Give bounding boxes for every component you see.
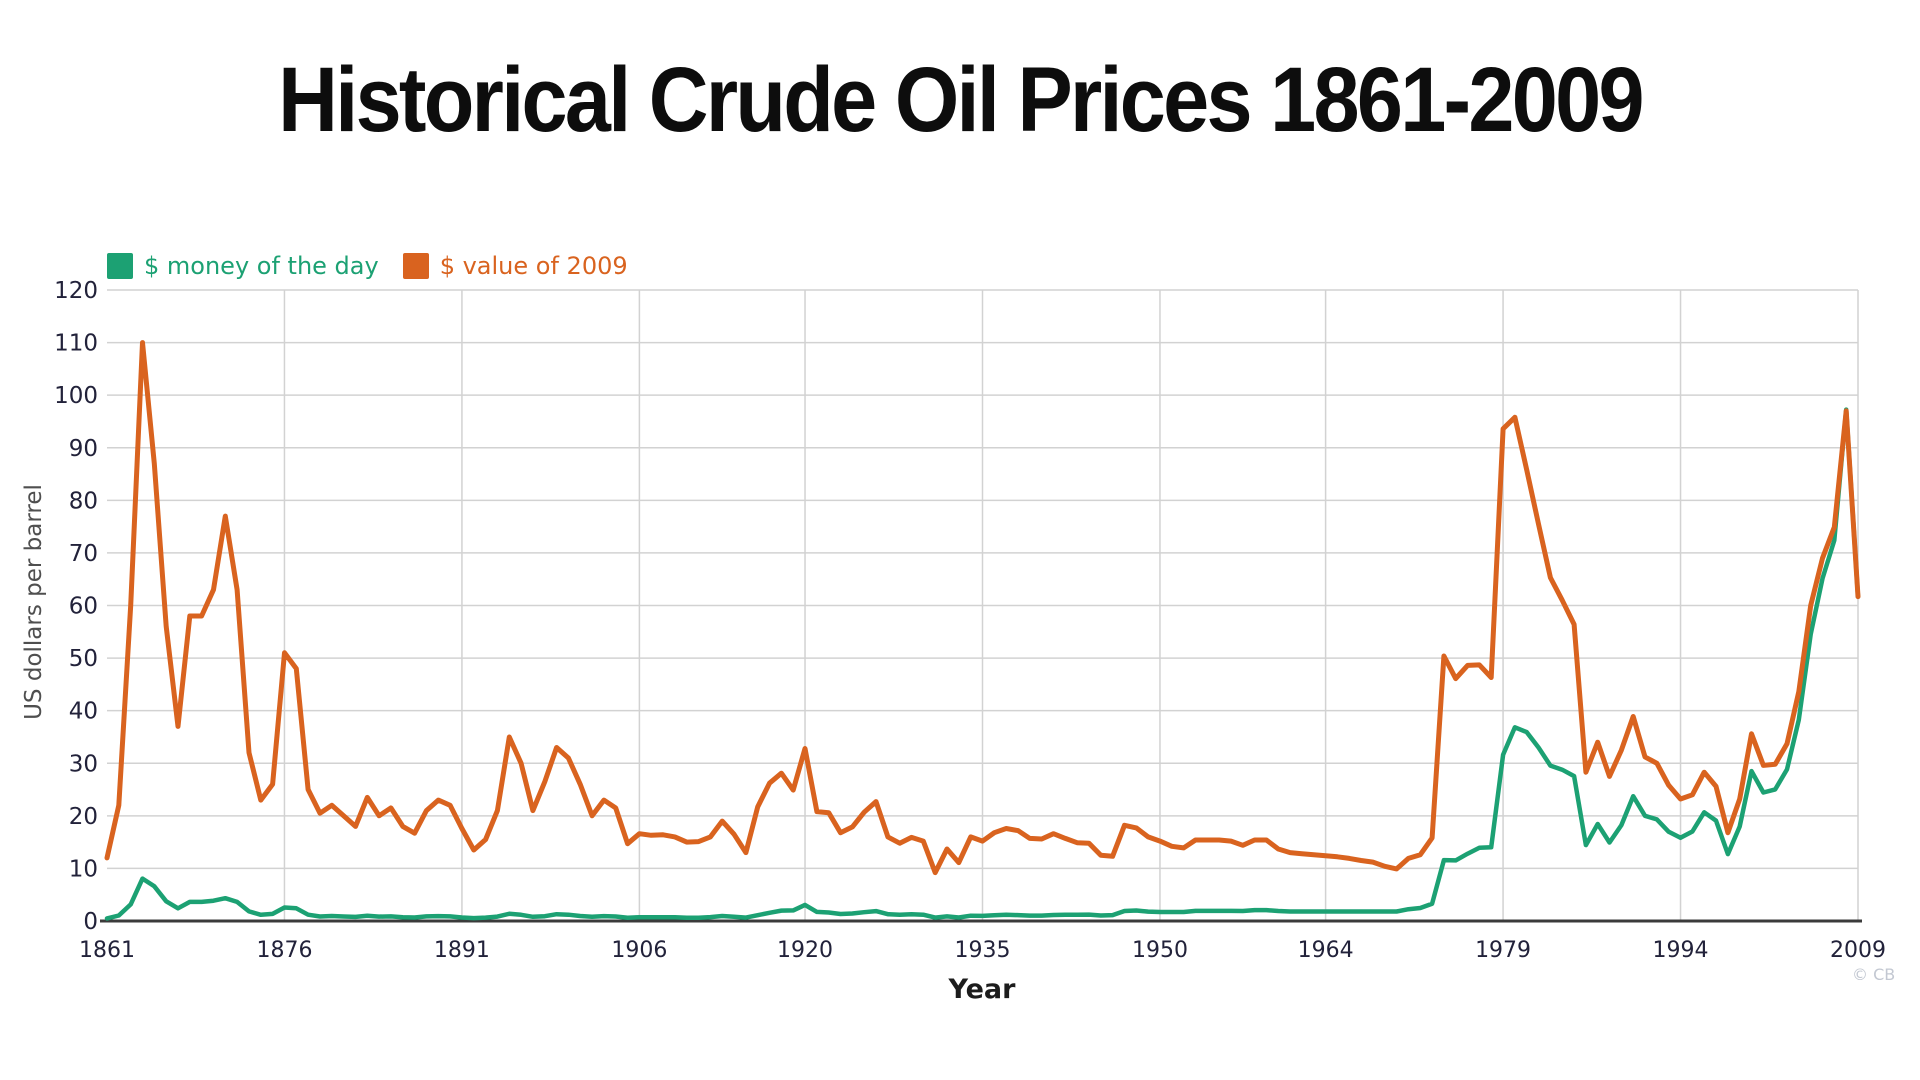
legend-label-value-of-2009: $ value of 2009	[439, 252, 628, 280]
x-tick-label: 1861	[79, 938, 135, 963]
x-tick-label: 1906	[611, 938, 667, 963]
y-tick-label: 110	[54, 331, 98, 357]
y-tick-label: 90	[69, 436, 98, 462]
x-tick-label: 1994	[1653, 938, 1709, 963]
legend-item-money-of-the-day: $ money of the day	[107, 252, 379, 280]
legend-item-value-of-2009: $ value of 2009	[402, 252, 628, 280]
legend: $ money of the day $ value of 2009	[107, 252, 628, 280]
legend-swatch-money-of-the-day	[107, 253, 133, 279]
y-tick-label: 80	[69, 488, 98, 514]
legend-swatch-value-of-2009	[402, 253, 429, 279]
series-line-money-of-the-day	[104, 407, 1861, 921]
x-tick-label: 1979	[1475, 938, 1531, 963]
x-tick-label: 1920	[777, 938, 833, 963]
y-tick-label: 30	[69, 751, 98, 777]
y-tick-label: 10	[69, 856, 98, 882]
y-tick-label: 0	[83, 909, 98, 935]
series-line-value-of-2009	[104, 340, 1861, 876]
legend-label-money-of-the-day: $ money of the day	[144, 252, 379, 280]
y-tick-label: 40	[69, 699, 98, 725]
chart-title: Historical Crude Oil Prices 1861-2009	[278, 49, 1644, 151]
x-tick-label: 1950	[1132, 938, 1188, 963]
y-tick-label: 60	[69, 594, 98, 620]
y-tick-label: 100	[54, 383, 98, 409]
y-tick-label: 120	[54, 278, 98, 304]
x-tick-label: 1964	[1298, 938, 1354, 963]
watermark: © CB	[1852, 965, 1896, 984]
x-tick-label: 1876	[256, 938, 312, 963]
x-tick-label: 1935	[955, 938, 1011, 963]
y-tick-label: 20	[69, 804, 98, 830]
x-axis-title: Year	[948, 974, 1016, 1005]
x-tick-label: 1891	[434, 938, 490, 963]
y-tick-label: 50	[69, 646, 98, 672]
x-tick-label: 2009	[1830, 938, 1886, 963]
y-tick-label: 70	[69, 541, 98, 567]
